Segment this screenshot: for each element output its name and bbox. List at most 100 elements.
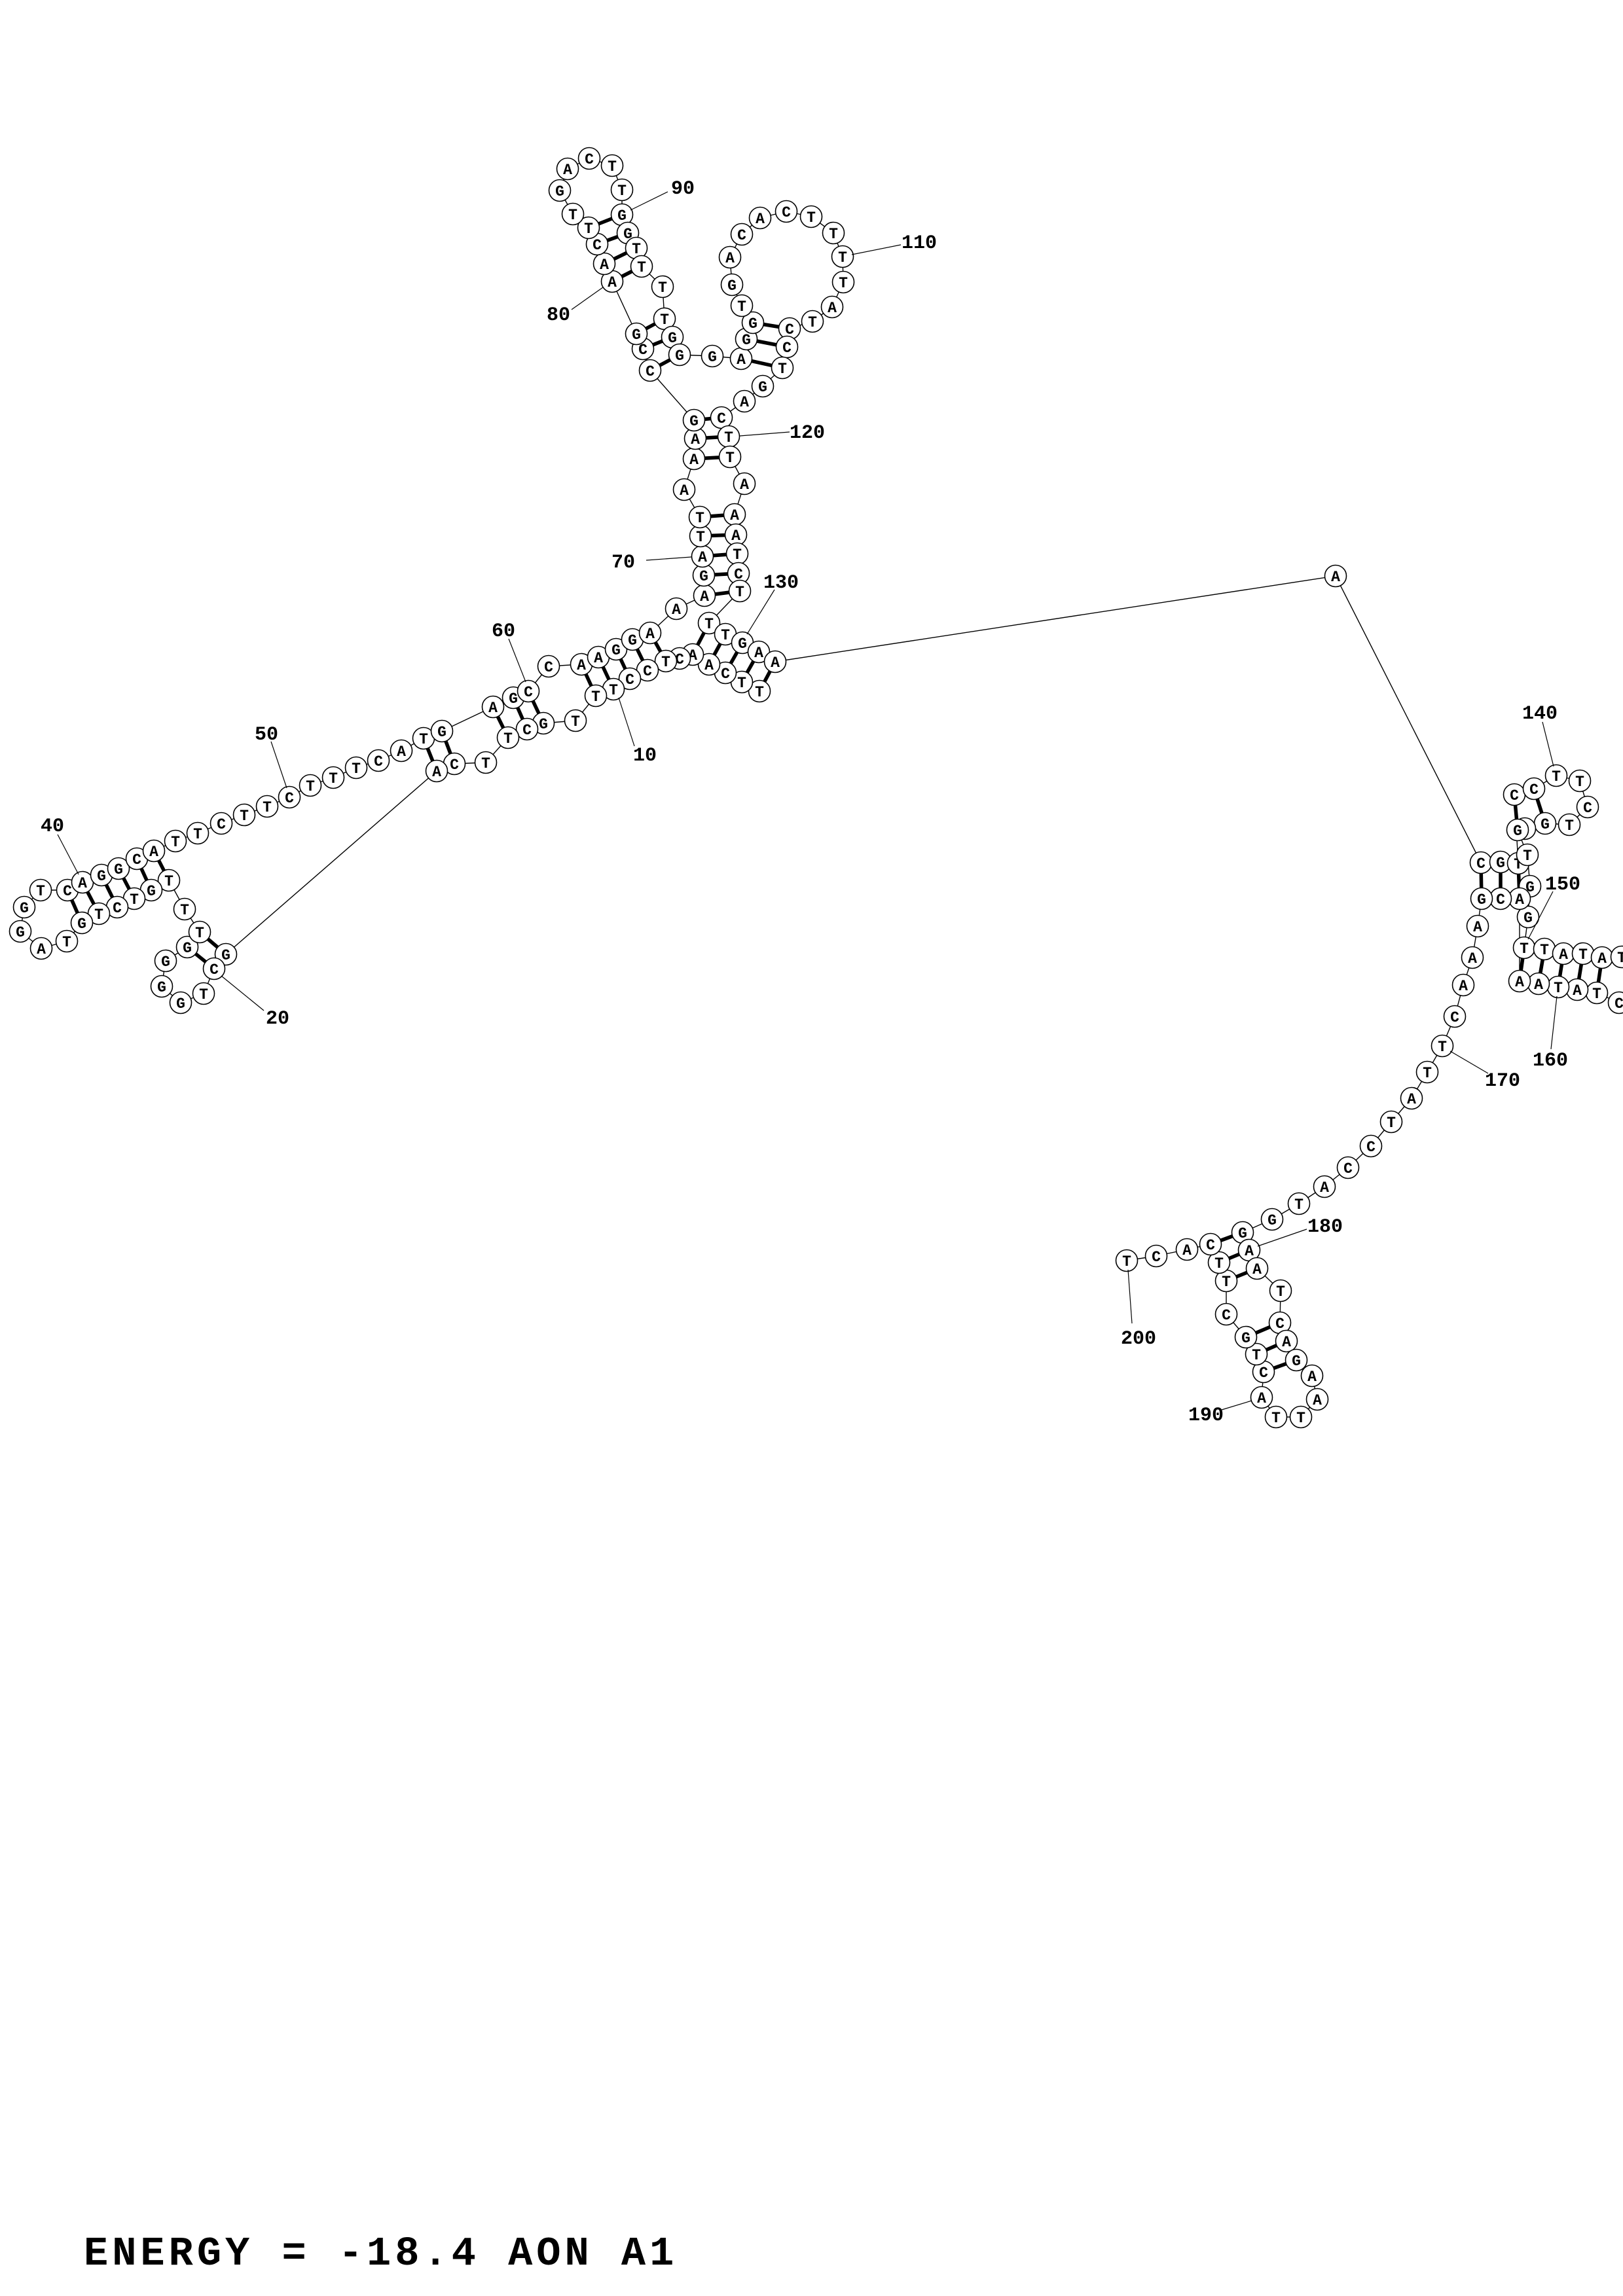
energy-label: ENERGY = -18.4 AON A1: [84, 2231, 678, 2277]
nucleotide-node-67: [665, 597, 688, 620]
nucleotide-letter: T: [1423, 1065, 1432, 1082]
nucleotide-letter: T: [808, 314, 817, 331]
nucleotide-letter: A: [1182, 1242, 1192, 1259]
nucleotide-letter: G: [176, 996, 185, 1013]
nucleotide-letter: G: [748, 315, 757, 332]
position-label-190: 190: [1188, 1405, 1224, 1427]
nucleotide-letter: A: [1252, 1261, 1262, 1278]
nucleotide-node-133: [1324, 564, 1347, 588]
nucleotide-letter: A: [1559, 946, 1568, 963]
position-label-120: 120: [790, 422, 825, 444]
position-label-70: 70: [611, 552, 635, 574]
nucleotide-node-140: [1568, 769, 1592, 793]
nucleotide-letter: C: [593, 237, 602, 254]
nucleotide-letter: T: [171, 834, 180, 851]
nucleotide-node-197: [1175, 1238, 1199, 1261]
nucleotide-node-148: [1516, 905, 1540, 929]
position-label-170: 170: [1485, 1070, 1520, 1092]
nucleotide-node-196: [1199, 1232, 1222, 1256]
nucleotide-letter: T: [608, 158, 617, 175]
nucleotide-node-168: [1443, 1005, 1467, 1028]
nucleotide-letter: T: [1575, 774, 1584, 791]
nucleotide-letter: A: [698, 549, 707, 566]
nucleotide-letter: G: [1267, 1212, 1277, 1229]
nucleotide-node-107: [775, 200, 798, 223]
nucleotide-letter: T: [1617, 950, 1623, 967]
nucleotide-node-104: [718, 245, 742, 269]
nucleotide-letter: C: [721, 666, 730, 683]
nucleotide-node-33: [70, 911, 94, 935]
nucleotide-letter: T: [735, 584, 744, 601]
nucleotide-node-38: [29, 878, 52, 902]
nucleotide-node-113: [801, 310, 824, 333]
nucleotide-letter: T: [199, 986, 208, 1003]
nucleotide-node-167: [1451, 973, 1475, 997]
nucleotide-node-191: [1245, 1342, 1268, 1366]
nucleotide-letter: T: [306, 778, 315, 795]
nucleotide-letter: T: [195, 925, 204, 942]
nucleotide-node-198: [1144, 1244, 1168, 1268]
nucleotide-node-146: [1516, 843, 1539, 867]
position-label-line: [57, 834, 79, 875]
nucleotide-node-44: [142, 839, 166, 863]
nucleotide-letter: C: [285, 790, 294, 807]
nucleotide-letter: T: [1214, 1255, 1224, 1272]
nucleotide-letter: C: [1476, 855, 1486, 872]
nucleotide-letter: T: [696, 529, 705, 546]
nucleotide-node-93: [630, 255, 653, 278]
nucleotide-letter: T: [1296, 1410, 1305, 1427]
nucleotide-letter: G: [555, 183, 564, 200]
nucleotide-letter: T: [584, 221, 593, 238]
nucleotide-node-46: [186, 821, 210, 845]
nucleotide-letter: G: [77, 916, 86, 933]
nucleotide-letter: T: [724, 429, 733, 446]
nucleotide-node-45: [164, 829, 187, 853]
position-label-200: 200: [1121, 1328, 1156, 1350]
nucleotide-node-195: [1207, 1251, 1231, 1274]
nucleotide-node-66: [638, 621, 662, 645]
position-label-40: 40: [41, 816, 64, 838]
nucleotide-letter: A: [691, 431, 700, 448]
backbone-segment: [1335, 575, 1482, 863]
nucleotide-letter: A: [1331, 569, 1340, 586]
nucleotide-letter: A: [78, 875, 87, 892]
nucleotide-letter: C: [1583, 800, 1592, 817]
position-label-line: [1257, 1229, 1307, 1247]
position-label-20: 20: [266, 1008, 289, 1030]
nucleotide-node-47: [210, 812, 233, 835]
nucleotide-node-27: [173, 897, 196, 921]
backbone-segment: [225, 770, 437, 955]
nucleotide-letter: G: [617, 207, 627, 224]
nucleotide-node-138: [1522, 777, 1546, 800]
nucleotide-letter: G: [727, 278, 737, 295]
nucleotide-node-58: [481, 695, 505, 719]
nucleotide-node-87: [577, 147, 601, 170]
nucleotide-node-25: [175, 935, 199, 959]
nucleotide-node-28: [157, 869, 181, 892]
nucleotide-node-37: [12, 895, 36, 919]
position-label-line: [571, 287, 604, 310]
nucleotide-node-186: [1305, 1388, 1329, 1411]
nucleotide-letter: A: [754, 645, 763, 662]
nucleotide-node-54: [367, 749, 390, 772]
nucleotide-letter: A: [828, 300, 837, 317]
nucleotide-letter: T: [36, 883, 45, 900]
nucleotide-node-132: [763, 650, 787, 673]
nucleotide-letter: A: [563, 162, 572, 179]
nucleotide-node-142: [1558, 813, 1581, 836]
nucleotide-node-193: [1214, 1302, 1238, 1326]
nucleotide-node-86: [556, 157, 579, 181]
nucleotide-node-183: [1275, 1329, 1298, 1353]
position-label-180: 180: [1307, 1216, 1343, 1238]
nucleotide-letter: G: [675, 348, 684, 365]
nucleotide-letter: G: [689, 413, 699, 430]
nucleotide-letter: C: [585, 151, 594, 168]
nucleotide-letter: A: [689, 452, 699, 469]
nucleotide-node-128: [697, 611, 721, 635]
nucleotide-node-26: [188, 920, 211, 944]
position-label-60: 60: [492, 620, 515, 643]
nucleotide-letter: C: [524, 684, 533, 701]
nucleotide-node-23: [150, 975, 173, 998]
nucleotide-node-187: [1289, 1405, 1313, 1429]
